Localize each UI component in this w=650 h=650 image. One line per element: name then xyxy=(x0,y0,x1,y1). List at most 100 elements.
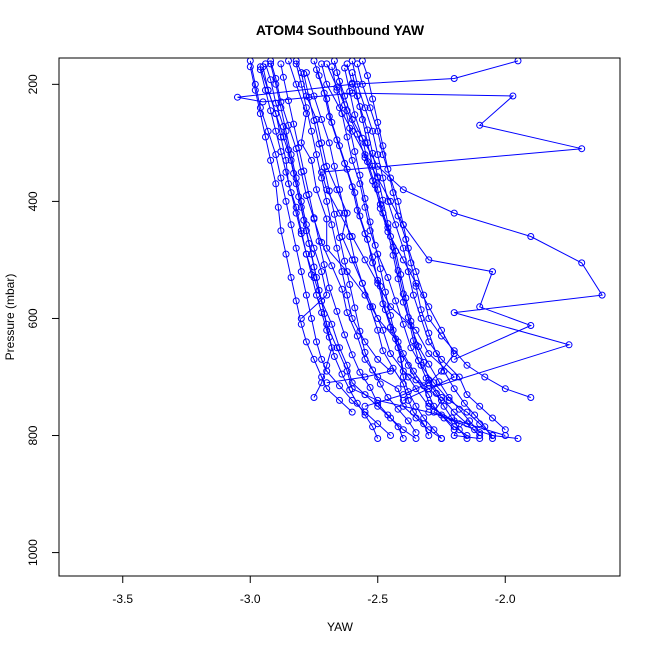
x-tick-label: -2.5 xyxy=(367,592,388,606)
data-point xyxy=(336,396,343,404)
series-line xyxy=(295,63,392,384)
data-point xyxy=(277,148,285,156)
data-point xyxy=(264,127,272,135)
series-25 xyxy=(348,69,458,410)
data-point xyxy=(379,142,387,150)
data-point xyxy=(371,241,379,249)
data-point xyxy=(412,385,420,393)
data-point xyxy=(272,110,280,118)
data-point xyxy=(374,315,382,322)
data-point xyxy=(267,58,275,65)
data-point xyxy=(351,189,359,197)
data-point xyxy=(292,80,300,88)
data-point xyxy=(399,186,407,194)
data-point xyxy=(425,329,433,337)
data-point xyxy=(369,127,377,135)
data-point xyxy=(323,215,331,223)
data-point xyxy=(387,312,394,319)
data-point xyxy=(364,72,371,80)
data-point xyxy=(407,259,415,267)
series-line xyxy=(237,60,582,401)
data-point xyxy=(397,271,405,279)
data-point xyxy=(463,361,471,369)
data-point xyxy=(328,320,336,328)
data-point xyxy=(259,98,267,106)
data-point xyxy=(404,244,412,252)
data-point xyxy=(356,327,364,335)
y-axis: 200 400 600 800 1000 xyxy=(26,74,60,566)
data-point xyxy=(369,423,377,431)
data-point xyxy=(341,209,349,217)
data-point xyxy=(392,247,400,255)
data-point xyxy=(450,426,458,434)
series-21 xyxy=(318,60,535,363)
data-point xyxy=(392,297,400,305)
data-point xyxy=(282,168,290,176)
data-point xyxy=(425,408,433,416)
data-point xyxy=(267,156,275,164)
data-point xyxy=(384,411,392,419)
data-point xyxy=(336,104,343,112)
data-point xyxy=(356,368,364,376)
data-point xyxy=(256,110,264,118)
data-point xyxy=(369,253,377,261)
series-line xyxy=(288,60,480,439)
data-point xyxy=(310,394,318,401)
data-point xyxy=(425,350,433,358)
data-point xyxy=(412,341,420,349)
data-point xyxy=(297,80,305,88)
data-point xyxy=(343,367,351,375)
x-axis-label: YAW xyxy=(327,620,354,634)
series-13 xyxy=(330,58,445,442)
data-point xyxy=(379,209,387,217)
series-26 xyxy=(292,60,394,387)
data-point xyxy=(272,151,280,159)
data-point xyxy=(318,355,326,363)
data-point xyxy=(527,322,535,329)
data-point xyxy=(308,156,315,164)
data-point xyxy=(578,259,586,267)
data-point xyxy=(308,271,315,279)
data-point xyxy=(364,139,371,147)
data-point xyxy=(399,373,407,381)
data-point xyxy=(387,350,394,358)
data-point xyxy=(450,385,458,393)
data-point xyxy=(402,294,410,302)
data-point xyxy=(348,58,356,65)
data-point xyxy=(463,408,471,416)
y-tick-label: 1000 xyxy=(26,539,40,566)
data-point xyxy=(318,297,326,305)
data-point xyxy=(489,268,496,276)
data-point xyxy=(272,127,280,135)
data-point xyxy=(353,60,361,68)
data-point xyxy=(353,92,361,100)
data-point xyxy=(384,274,392,281)
data-point xyxy=(302,221,310,229)
series-23 xyxy=(234,58,586,404)
y-axis-label: Pressure (mbar) xyxy=(3,274,17,361)
data-point xyxy=(323,60,331,68)
data-point xyxy=(287,189,295,197)
data-point xyxy=(412,279,420,287)
data-point xyxy=(310,117,318,125)
data-point xyxy=(379,347,387,355)
data-point xyxy=(565,341,573,349)
data-point xyxy=(338,370,346,378)
data-point xyxy=(425,399,433,407)
data-point xyxy=(285,58,292,65)
data-point xyxy=(328,63,336,71)
data-point xyxy=(366,303,374,311)
data-point xyxy=(387,233,394,240)
series-28 xyxy=(267,60,331,322)
data-point xyxy=(336,186,343,194)
data-point xyxy=(287,151,295,159)
x-tick-label: -3.5 xyxy=(112,592,133,606)
data-point xyxy=(300,167,308,175)
data-point xyxy=(297,197,305,205)
data-point xyxy=(272,180,280,188)
data-point xyxy=(292,244,300,252)
data-point xyxy=(308,127,315,135)
data-point xyxy=(323,361,331,369)
data-point xyxy=(246,63,254,71)
data-point xyxy=(351,148,359,156)
